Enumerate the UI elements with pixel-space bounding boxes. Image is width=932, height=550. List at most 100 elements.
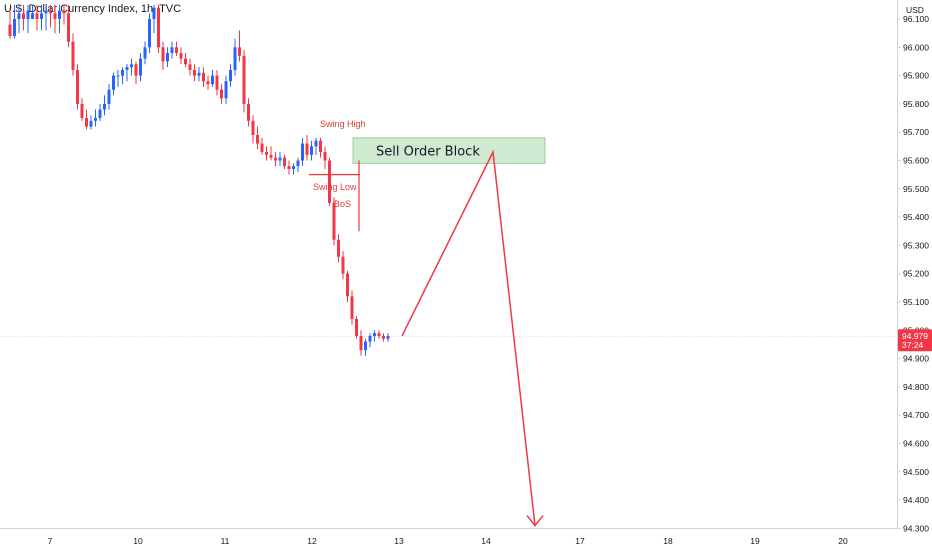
candle-body	[368, 335, 372, 342]
y-tick-label: 95.600	[903, 156, 929, 166]
candle-body	[94, 118, 97, 121]
countdown-value: 37:24	[902, 340, 924, 350]
candle-body	[287, 166, 291, 169]
candle-body	[238, 47, 241, 56]
currency-label: USD	[906, 5, 924, 15]
candle-body	[152, 7, 156, 19]
candle-body	[121, 69, 124, 76]
y-tick-label: 95.100	[903, 297, 929, 307]
y-tick-label: 95.500	[903, 184, 929, 194]
swing-low-label: Swing Low	[313, 182, 357, 192]
candle-body	[224, 81, 228, 99]
candle-body	[17, 13, 21, 19]
candle-body	[256, 135, 259, 144]
candle-body	[76, 69, 79, 104]
candle-body	[22, 13, 25, 19]
candle-body	[346, 273, 349, 297]
candle-body	[193, 69, 196, 76]
candle-body	[148, 19, 151, 48]
projected-path	[401, 149, 536, 526]
y-tick-label: 95.800	[903, 99, 929, 109]
x-tick-label: 13	[394, 536, 404, 546]
candle-body	[301, 143, 304, 161]
candle-body	[233, 47, 237, 70]
y-tick-label: 95.400	[903, 212, 929, 222]
candle-body	[85, 118, 88, 127]
candle-body	[278, 157, 282, 161]
candle-body	[112, 75, 115, 90]
arrow-head-icon	[526, 515, 544, 527]
candle-body	[184, 58, 187, 65]
candle-body	[202, 72, 205, 82]
candle-body	[323, 152, 327, 161]
candle-body	[260, 143, 264, 153]
candle-body	[107, 89, 111, 104]
candle-body	[89, 120, 93, 127]
y-tick-label: 94.900	[903, 354, 929, 364]
candle-body	[283, 157, 286, 167]
candle-body	[166, 52, 169, 62]
candle-body	[319, 140, 322, 153]
candle-body	[188, 64, 192, 70]
candle-body	[292, 166, 295, 169]
candle-body	[49, 10, 52, 14]
x-tick-label: 18	[663, 536, 673, 546]
candle-body	[175, 47, 178, 53]
y-tick-label: 94.700	[903, 410, 929, 420]
candle-body	[139, 58, 142, 76]
current-price-tag: 94.979 37:24	[898, 329, 932, 352]
candle-body	[247, 103, 250, 121]
candle-body	[211, 75, 214, 85]
y-tick-label: 95.200	[903, 269, 929, 279]
candle-body	[382, 335, 385, 339]
x-axis-ticks: 7 10 11 12 13 14 17 18 19 20	[48, 536, 848, 546]
candle-body	[251, 120, 255, 136]
y-tick-label: 94.400	[903, 495, 929, 505]
chart-title: U.S. Dollar Currency Index, 1h, TVC	[4, 3, 182, 15]
candle-body	[103, 103, 106, 110]
candle-body	[67, 13, 70, 42]
candle-body	[305, 143, 309, 155]
y-tick-label: 96.000	[903, 42, 929, 52]
candle-body	[8, 24, 12, 36]
candle-body	[229, 69, 232, 82]
candle-body	[359, 335, 363, 351]
candle-body	[364, 341, 367, 351]
y-tick-label: 94.600	[903, 439, 929, 449]
y-tick-label: 94.300	[903, 523, 929, 533]
candle-body	[373, 333, 376, 336]
y-axis-ticks: 96.100 96.000 95.900 95.800 95.700 95.600 95.5…	[897, 14, 929, 533]
candle-body	[80, 103, 84, 119]
y-tick-label: 94.800	[903, 382, 929, 392]
x-tick-label: 20	[838, 536, 848, 546]
order-block-label: Sell Order Block	[376, 145, 480, 160]
candle-body	[269, 154, 273, 158]
candle-body	[341, 256, 345, 274]
x-tick-label: 19	[750, 536, 760, 546]
candle-body	[58, 10, 61, 19]
candle-body	[35, 13, 39, 19]
axis-frame	[0, 0, 898, 529]
x-tick-label: 7	[48, 536, 53, 546]
current-price-value: 94.979	[902, 331, 928, 341]
candle-body	[274, 157, 277, 161]
candle-body	[377, 333, 381, 336]
candle-body	[116, 75, 120, 77]
candle-body	[355, 318, 358, 336]
candle-body	[314, 140, 318, 147]
candle-body	[215, 75, 219, 90]
candle-body	[242, 55, 246, 104]
candle-body	[206, 81, 210, 85]
candle-body	[71, 41, 75, 70]
candles	[8, 4, 390, 356]
candle-body	[265, 152, 268, 155]
bos-label: BoS	[334, 199, 351, 209]
x-tick-label: 17	[575, 536, 585, 546]
y-tick-label: 94.500	[903, 467, 929, 477]
candle-body	[143, 47, 147, 59]
candle-body	[328, 160, 331, 203]
candle-body	[310, 146, 313, 155]
candle-body	[44, 10, 48, 14]
candle-body	[350, 296, 354, 319]
